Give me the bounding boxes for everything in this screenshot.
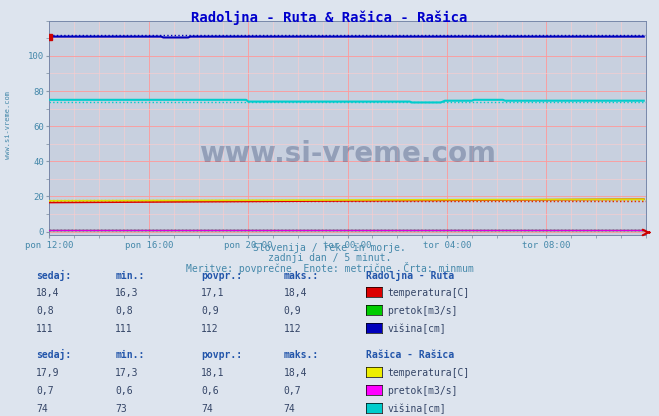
Text: 74: 74 bbox=[201, 404, 213, 414]
Text: www.si-vreme.com: www.si-vreme.com bbox=[5, 91, 11, 159]
Text: 0,9: 0,9 bbox=[283, 306, 301, 316]
Text: zadnji dan / 5 minut.: zadnji dan / 5 minut. bbox=[268, 253, 391, 262]
Text: maks.:: maks.: bbox=[283, 271, 318, 281]
Text: www.si-vreme.com: www.si-vreme.com bbox=[199, 140, 496, 168]
Text: 112: 112 bbox=[283, 324, 301, 334]
Text: višina[cm]: višina[cm] bbox=[387, 404, 446, 414]
Text: Meritve: povprečne  Enote: metrične  Črta: minmum: Meritve: povprečne Enote: metrične Črta:… bbox=[186, 262, 473, 274]
Text: 17,1: 17,1 bbox=[201, 288, 225, 298]
Text: povpr.:: povpr.: bbox=[201, 350, 242, 360]
Text: 0,8: 0,8 bbox=[115, 306, 133, 316]
Text: 0,6: 0,6 bbox=[201, 386, 219, 396]
Text: 17,9: 17,9 bbox=[36, 368, 60, 378]
Text: min.:: min.: bbox=[115, 271, 145, 281]
Text: 0,6: 0,6 bbox=[115, 386, 133, 396]
Text: 74: 74 bbox=[283, 404, 295, 414]
Text: 0,8: 0,8 bbox=[36, 306, 54, 316]
Text: 18,4: 18,4 bbox=[283, 368, 307, 378]
Text: 16,3: 16,3 bbox=[115, 288, 139, 298]
Text: min.:: min.: bbox=[115, 350, 145, 360]
Text: Rašica - Rašica: Rašica - Rašica bbox=[366, 350, 454, 360]
Text: 0,7: 0,7 bbox=[36, 386, 54, 396]
Text: višina[cm]: višina[cm] bbox=[387, 324, 446, 334]
Text: povpr.:: povpr.: bbox=[201, 271, 242, 281]
Text: 74: 74 bbox=[36, 404, 48, 414]
Text: Radoljna - Ruta & Rašica - Rašica: Radoljna - Ruta & Rašica - Rašica bbox=[191, 10, 468, 25]
Text: 18,1: 18,1 bbox=[201, 368, 225, 378]
Text: 111: 111 bbox=[36, 324, 54, 334]
Text: 18,4: 18,4 bbox=[283, 288, 307, 298]
Text: maks.:: maks.: bbox=[283, 350, 318, 360]
Text: 17,3: 17,3 bbox=[115, 368, 139, 378]
Text: temperatura[C]: temperatura[C] bbox=[387, 368, 470, 378]
Text: pretok[m3/s]: pretok[m3/s] bbox=[387, 386, 458, 396]
Text: 0,7: 0,7 bbox=[283, 386, 301, 396]
Text: temperatura[C]: temperatura[C] bbox=[387, 288, 470, 298]
Text: 112: 112 bbox=[201, 324, 219, 334]
Text: 0,9: 0,9 bbox=[201, 306, 219, 316]
Text: 73: 73 bbox=[115, 404, 127, 414]
Text: sedaj:: sedaj: bbox=[36, 270, 71, 281]
Text: pretok[m3/s]: pretok[m3/s] bbox=[387, 306, 458, 316]
Text: 111: 111 bbox=[115, 324, 133, 334]
Text: sedaj:: sedaj: bbox=[36, 349, 71, 360]
Text: Radoljna - Ruta: Radoljna - Ruta bbox=[366, 270, 454, 281]
Text: Slovenija / reke in morje.: Slovenija / reke in morje. bbox=[253, 243, 406, 253]
Text: 18,4: 18,4 bbox=[36, 288, 60, 298]
